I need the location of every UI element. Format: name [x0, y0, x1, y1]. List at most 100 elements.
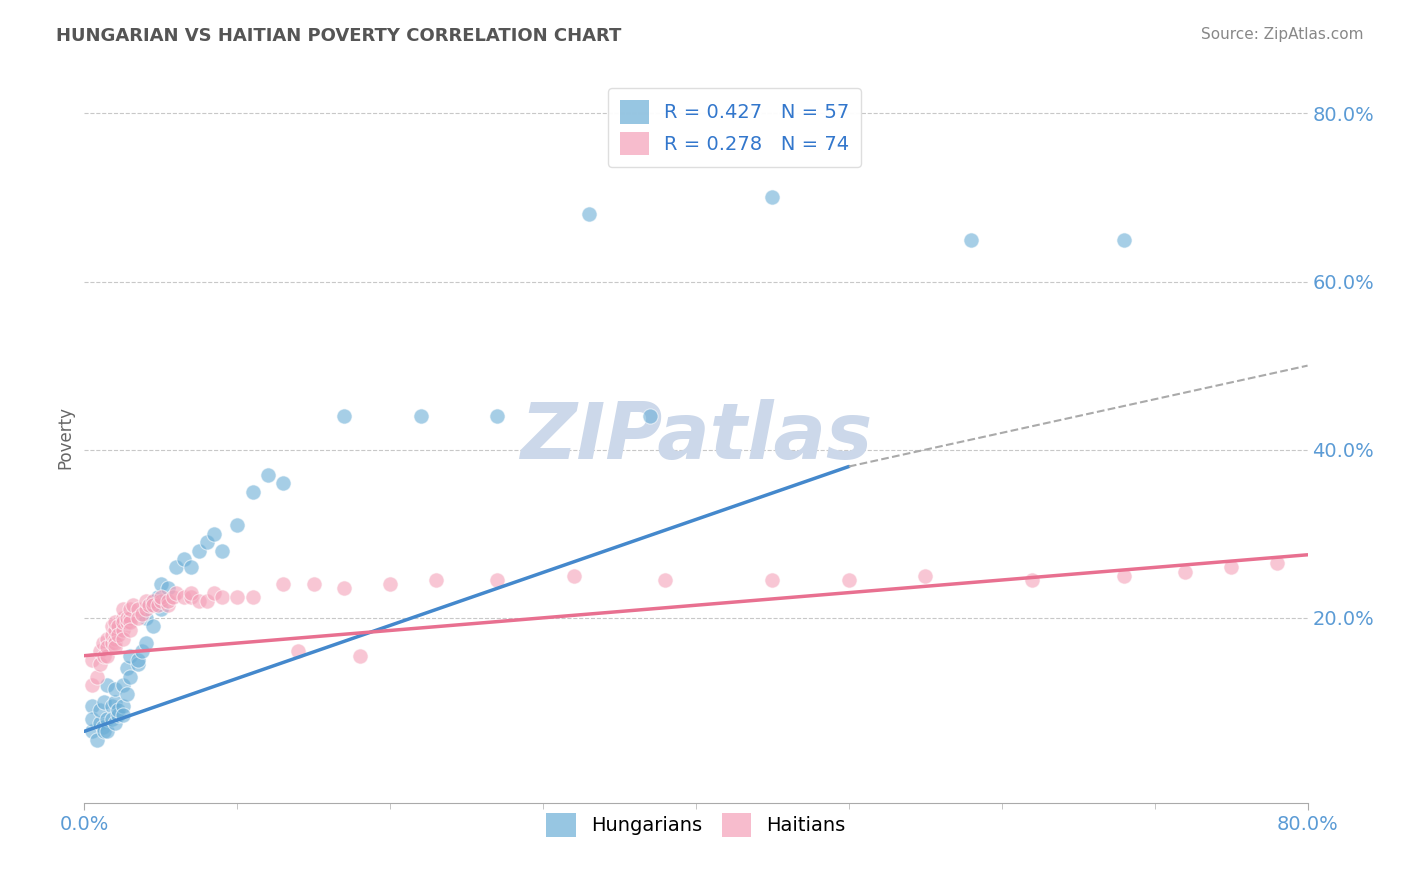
Point: [349, 648, 371, 663]
Point: [142, 594, 165, 608]
Point: [242, 484, 264, 499]
Point: [135, 611, 157, 625]
Point: [226, 590, 249, 604]
Point: [761, 190, 783, 204]
Point: [86, 732, 108, 747]
Point: [101, 636, 124, 650]
Point: [1114, 233, 1136, 247]
Point: [127, 653, 149, 667]
Point: [104, 715, 127, 730]
Point: [120, 670, 142, 684]
Point: [122, 599, 145, 613]
Point: [93, 695, 115, 709]
Point: [188, 594, 211, 608]
Point: [226, 518, 249, 533]
Y-axis label: Poverty: Poverty: [56, 406, 75, 468]
Point: [120, 602, 142, 616]
Point: [142, 619, 165, 633]
Point: [173, 590, 195, 604]
Point: [157, 599, 180, 613]
Point: [173, 552, 195, 566]
Point: [115, 615, 138, 629]
Point: [96, 648, 118, 663]
Point: [111, 624, 134, 638]
Point: [111, 632, 134, 646]
Point: [157, 582, 180, 596]
Point: [120, 615, 142, 629]
Point: [271, 476, 294, 491]
Point: [111, 678, 134, 692]
Point: [104, 615, 127, 629]
Point: [131, 644, 153, 658]
Point: [157, 594, 180, 608]
Point: [486, 573, 509, 587]
Point: [135, 602, 157, 616]
Point: [165, 585, 187, 599]
Point: [101, 699, 124, 714]
Point: [271, 577, 294, 591]
Point: [107, 707, 129, 722]
Point: [96, 632, 118, 646]
Point: [80, 653, 103, 667]
Point: [486, 409, 509, 423]
Point: [80, 712, 103, 726]
Point: [914, 569, 936, 583]
Point: [302, 577, 325, 591]
Point: [96, 640, 118, 655]
Point: [107, 619, 129, 633]
Point: [107, 627, 129, 641]
Point: [146, 599, 169, 613]
Point: [127, 657, 149, 671]
Point: [1021, 573, 1043, 587]
Point: [93, 648, 115, 663]
Point: [165, 560, 187, 574]
Point: [96, 678, 118, 692]
Point: [107, 703, 129, 717]
Point: [89, 703, 111, 717]
Point: [135, 594, 157, 608]
Point: [146, 590, 169, 604]
Point: [333, 582, 356, 596]
Point: [409, 409, 432, 423]
Point: [180, 590, 202, 604]
Point: [195, 535, 218, 549]
Point: [86, 670, 108, 684]
Point: [96, 712, 118, 726]
Point: [188, 543, 211, 558]
Point: [425, 573, 447, 587]
Point: [638, 409, 661, 423]
Point: [761, 573, 783, 587]
Point: [142, 594, 165, 608]
Point: [202, 526, 225, 541]
Point: [115, 661, 138, 675]
Point: [131, 607, 153, 621]
Point: [115, 686, 138, 700]
Point: [135, 636, 157, 650]
Point: [93, 724, 115, 739]
Point: [101, 712, 124, 726]
Point: [104, 695, 127, 709]
Text: ZIPatlas: ZIPatlas: [520, 399, 872, 475]
Point: [111, 707, 134, 722]
Point: [333, 409, 356, 423]
Point: [211, 543, 233, 558]
Point: [180, 585, 202, 599]
Point: [80, 678, 103, 692]
Point: [578, 207, 600, 221]
Point: [101, 627, 124, 641]
Point: [654, 573, 676, 587]
Point: [562, 569, 585, 583]
Point: [149, 602, 172, 616]
Point: [162, 590, 184, 604]
Point: [180, 560, 202, 574]
Point: [96, 724, 118, 739]
Point: [89, 715, 111, 730]
Point: [104, 640, 127, 655]
Point: [1174, 565, 1197, 579]
Point: [149, 590, 172, 604]
Text: HUNGARIAN VS HAITIAN POVERTY CORRELATION CHART: HUNGARIAN VS HAITIAN POVERTY CORRELATION…: [56, 27, 621, 45]
Point: [111, 699, 134, 714]
Point: [101, 619, 124, 633]
Text: Source: ZipAtlas.com: Source: ZipAtlas.com: [1201, 27, 1364, 42]
Point: [80, 724, 103, 739]
